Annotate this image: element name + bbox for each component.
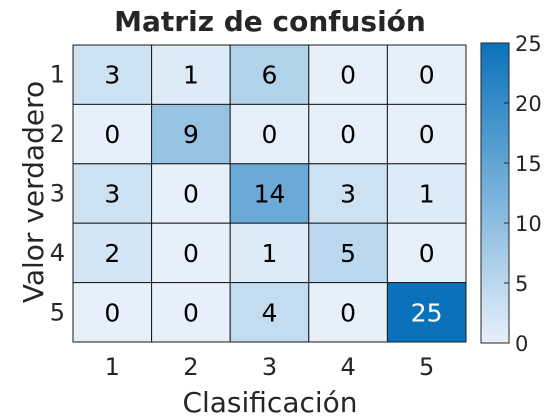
heatmap-cell bbox=[72, 103, 153, 165]
heatmap-cell bbox=[72, 44, 153, 105]
heatmap-cell bbox=[151, 44, 231, 105]
colorbar-tick-label: 0 bbox=[515, 332, 528, 356]
cell-value-label: 0 bbox=[104, 120, 120, 149]
cell-value-label: 3 bbox=[104, 61, 120, 90]
heatmap-cell bbox=[151, 222, 231, 284]
x-tick-label: 5 bbox=[419, 353, 434, 381]
heatmap-cell bbox=[386, 103, 467, 165]
colorbar-tick-label: 10 bbox=[515, 212, 542, 236]
cell-value-label: 0 bbox=[340, 120, 356, 149]
y-tick-label: 5 bbox=[50, 298, 65, 326]
cell-value-label: 1 bbox=[262, 239, 278, 268]
heatmap-cell bbox=[229, 103, 310, 165]
colorbar-gradient bbox=[480, 42, 510, 344]
colorbar-tick-label: 20 bbox=[515, 92, 542, 116]
heatmap-cell bbox=[151, 163, 231, 224]
colorbar-tick-label: 25 bbox=[515, 32, 542, 56]
heatmap-cell bbox=[229, 222, 310, 284]
colorbar: 0 5 10 15 20 25 bbox=[480, 32, 542, 356]
y-tick-label: 3 bbox=[50, 180, 65, 208]
cell-value-label: 3 bbox=[340, 180, 356, 209]
cell-value-label: 0 bbox=[340, 298, 356, 327]
cell-value-label: 3 bbox=[104, 180, 120, 209]
cell-value-label: 0 bbox=[262, 120, 278, 149]
cell-value-label: 2 bbox=[104, 239, 120, 268]
heatmap-cell bbox=[72, 282, 153, 343]
x-tick-label: 1 bbox=[105, 353, 120, 381]
cell-value-label: 0 bbox=[419, 239, 435, 268]
cell-value-label: 6 bbox=[262, 61, 278, 90]
chart-title: Matriz de confusión bbox=[114, 5, 426, 38]
cell-value-label: 0 bbox=[104, 298, 120, 327]
cell-value-label: 5 bbox=[340, 239, 356, 268]
cell-value-label: 0 bbox=[340, 61, 356, 90]
heatmap-cell bbox=[386, 222, 467, 284]
cell-value-label: 0 bbox=[419, 120, 435, 149]
cell-value-label: 0 bbox=[183, 298, 199, 327]
y-axis-ticks: 1 2 3 4 5 bbox=[50, 61, 65, 327]
y-tick-label: 2 bbox=[50, 120, 65, 148]
x-tick-label: 2 bbox=[183, 353, 198, 381]
heatmap-cell bbox=[308, 44, 388, 105]
heatmap-cell bbox=[72, 222, 153, 284]
colorbar-tick-label: 5 bbox=[515, 272, 528, 296]
y-tick-label: 1 bbox=[50, 61, 65, 89]
cell-value-label: 1 bbox=[419, 180, 435, 209]
y-tick-label: 4 bbox=[50, 239, 65, 267]
x-axis-ticks: 1 2 3 4 5 bbox=[105, 353, 435, 381]
colorbar-tick-label: 15 bbox=[515, 152, 542, 176]
x-tick-label: 3 bbox=[262, 353, 277, 381]
cell-value-label: 0 bbox=[183, 239, 199, 268]
cell-value-label: 0 bbox=[419, 61, 435, 90]
heatmap-cell bbox=[386, 282, 467, 343]
y-axis-label: Valor verdadero bbox=[17, 81, 50, 303]
x-axis-label: Clasificación bbox=[182, 386, 357, 419]
heatmap-cell bbox=[308, 163, 388, 224]
cell-value-label: 25 bbox=[411, 298, 443, 327]
x-tick-label: 4 bbox=[340, 353, 355, 381]
heatmap-cell bbox=[386, 163, 467, 224]
heatmap-cells: 3 1 6 0 0 0 9 0 0 0 3 0 14 3 1 2 0 1 5 0 0 0 4 0 25 bbox=[72, 44, 467, 343]
cell-value-label: 0 bbox=[183, 180, 199, 209]
cell-value-label: 4 bbox=[262, 298, 278, 327]
cell-value-label: 14 bbox=[254, 180, 286, 209]
cell-value-label: 1 bbox=[183, 61, 199, 90]
heatmap-cell bbox=[229, 282, 310, 343]
cell-value-label: 9 bbox=[183, 120, 199, 149]
heatmap-cell bbox=[308, 222, 388, 284]
heatmap-cell bbox=[151, 282, 231, 343]
heatmap-cell bbox=[229, 44, 310, 105]
